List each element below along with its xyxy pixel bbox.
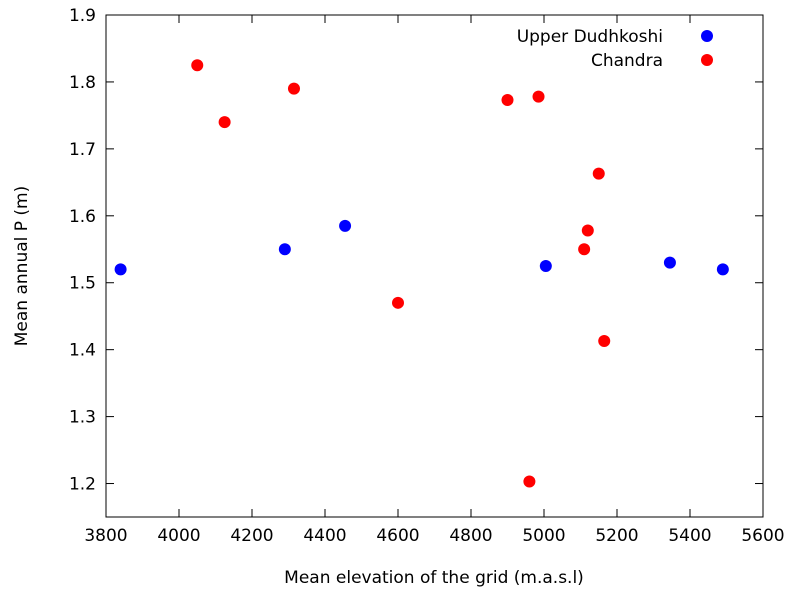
x-tick-label: 4000 [157, 526, 200, 546]
y-tick-label: 1.9 [69, 6, 96, 26]
y-tick-label: 1.6 [69, 207, 96, 227]
x-tick-label: 4600 [376, 526, 419, 546]
data-point-upper-dudhkoshi [539, 260, 552, 272]
data-point-upper-dudhkoshi [339, 219, 352, 232]
data-point-chandra [501, 94, 514, 107]
legend-label-upper-dudhkoshi: Upper Dudhkoshi [517, 27, 663, 47]
y-axis-label: Mean annual P (m) [12, 186, 32, 347]
data-point-upper-dudhkoshi [114, 263, 127, 276]
x-tick-label: 5400 [668, 526, 711, 546]
data-point-upper-dudhkoshi [663, 256, 676, 269]
y-tick-label: 1.4 [69, 341, 96, 361]
data-point-chandra [218, 116, 231, 129]
data-point-upper-dudhkoshi [278, 243, 291, 256]
x-tick-label: 4200 [230, 526, 273, 546]
data-points [114, 59, 729, 488]
y-tick-label: 1.2 [69, 475, 96, 495]
y-tick-label: 1.8 [69, 73, 96, 93]
plot-frame [105, 14, 764, 518]
y-axis-ticks: 1.2 1.3 1.4 1.5 1.6 1.7 1.8 1.9 [69, 6, 763, 495]
data-point-chandra [191, 59, 204, 72]
x-tick-label: 3800 [84, 526, 127, 546]
y-tick-label: 1.3 [69, 408, 96, 428]
data-point-chandra [392, 296, 404, 309]
legend-marker-upper-dudhkoshi [701, 30, 713, 42]
y-tick-label: 1.5 [69, 274, 96, 294]
data-point-chandra [532, 90, 545, 103]
x-tick-label: 5200 [595, 526, 638, 546]
data-point-chandra [578, 243, 591, 256]
data-point-chandra [592, 167, 605, 180]
data-point-chandra [523, 475, 536, 488]
legend-marker-chandra [701, 54, 713, 66]
legend: Upper Dudhkoshi Chandra [517, 27, 713, 71]
x-tick-label: 4400 [303, 526, 346, 546]
data-point-chandra [287, 82, 300, 95]
data-point-chandra [598, 334, 611, 347]
legend-label-chandra: Chandra [591, 51, 663, 71]
x-tick-label: 4800 [449, 526, 492, 546]
y-tick-label: 1.7 [69, 140, 96, 160]
x-axis-ticks: 3800 4000 4200 4400 4600 4800 5000 5200 5400 5600 [84, 15, 785, 546]
data-point-chandra [581, 224, 594, 237]
x-tick-label: 5600 [741, 526, 784, 546]
data-point-upper-dudhkoshi [716, 263, 729, 276]
x-axis-label: Mean elevation of the grid (m.a.s.l) [284, 568, 584, 588]
x-tick-label: 5000 [522, 526, 565, 546]
